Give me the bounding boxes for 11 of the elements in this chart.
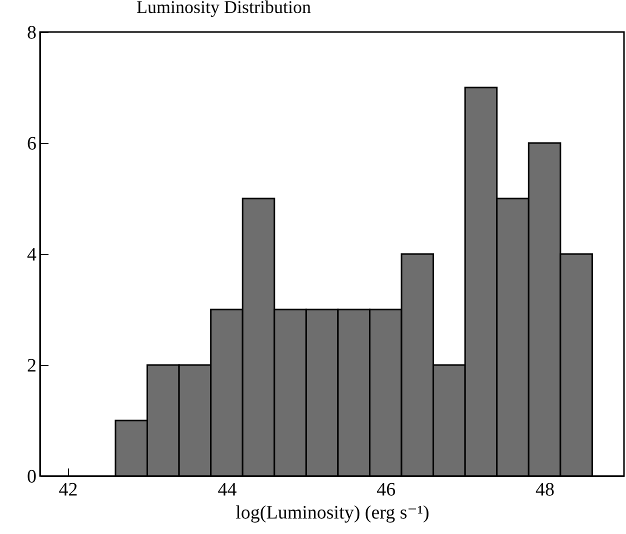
x-tick-label: 44 — [218, 480, 238, 500]
x-tick-label: 46 — [376, 480, 396, 500]
y-tick-label: 4 — [27, 244, 37, 266]
y-tick-label: 2 — [27, 356, 36, 376]
chart-title: Luminosity Distribution — [136, 0, 312, 17]
y-tick-label: 0 — [27, 466, 36, 488]
y-tick-label: 8 — [27, 22, 36, 44]
x-axis-title: log(Luminosity) (erg s⁻¹) — [236, 502, 430, 524]
x-tick-label: 48 — [536, 480, 555, 500]
y-tick-label: 6 — [27, 134, 36, 154]
x-tick-label: 42 — [58, 480, 78, 500]
